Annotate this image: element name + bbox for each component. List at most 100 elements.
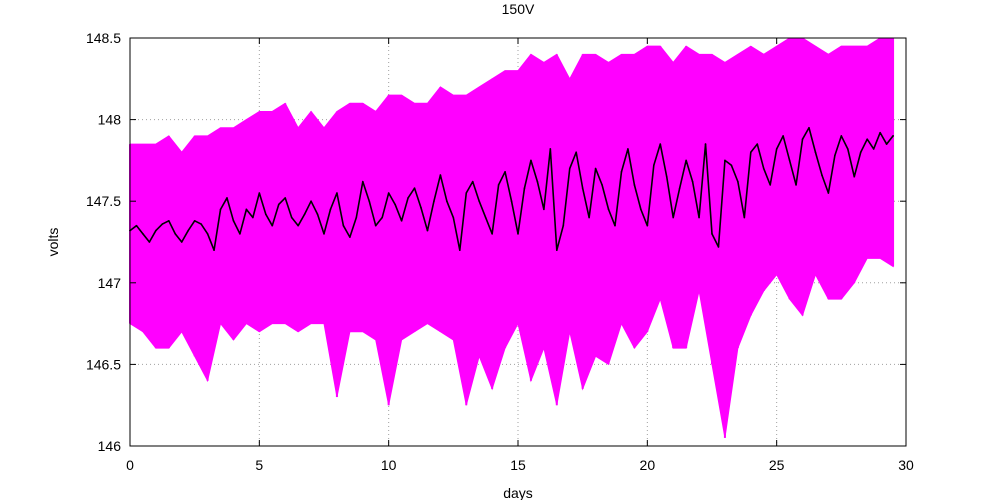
voltage-average-point <box>323 233 325 235</box>
voltage-average-point <box>484 216 487 219</box>
voltage-average-point <box>336 192 338 194</box>
voltage-average-point <box>148 241 151 243</box>
voltage-average-point <box>653 164 655 167</box>
voltage-average-point <box>659 143 662 145</box>
voltage-average-point <box>200 223 202 225</box>
y-tick-label: 148.5 <box>86 30 121 46</box>
voltage-average-point <box>342 224 345 227</box>
voltage-average-point <box>245 208 248 211</box>
voltage-average-point <box>226 197 228 199</box>
x-tick-label: 25 <box>769 457 785 473</box>
voltage-average-point <box>400 219 403 222</box>
voltage-average-point <box>834 154 836 157</box>
y-tick-label: 146 <box>98 438 122 454</box>
x-tick-label: 20 <box>640 457 656 473</box>
voltage-average-point <box>885 143 888 145</box>
voltage-average-point <box>556 249 558 251</box>
voltage-average-point <box>303 213 306 216</box>
y-axis-label: volts <box>45 228 61 257</box>
voltage-average-point <box>517 233 519 235</box>
chart-title: 150V <box>502 1 535 17</box>
voltage-average-point <box>750 151 752 154</box>
voltage-average-point <box>808 126 810 129</box>
voltage-average-point <box>769 184 771 186</box>
y-tick-label: 148 <box>98 112 122 128</box>
voltage-average-point <box>471 180 474 183</box>
voltage-average-point <box>717 246 720 248</box>
voltage-average-point <box>459 249 461 251</box>
voltage-average-point <box>394 203 396 206</box>
x-axis-label: days <box>503 485 533 500</box>
voltage-average-point <box>594 167 597 170</box>
x-tick-label: 5 <box>255 457 263 473</box>
voltage-average-point <box>368 200 371 202</box>
voltage-average-point <box>536 180 539 183</box>
voltage-average-point <box>187 229 189 232</box>
tick-layer <box>129 37 907 447</box>
voltage-average-point <box>814 151 817 154</box>
voltage-average-point <box>407 197 409 199</box>
voltage-average-point <box>665 175 668 178</box>
y-tick-label: 147 <box>98 275 122 291</box>
series-layer <box>129 37 895 438</box>
voltage-average-point <box>310 200 312 202</box>
voltage-average-point <box>355 216 358 219</box>
voltage-average-point <box>782 135 784 137</box>
voltage-average-point <box>691 180 694 183</box>
voltage-average-point <box>698 216 700 219</box>
voltage-average-point <box>588 216 590 219</box>
voltage-average-point <box>290 216 293 219</box>
voltage-average-point <box>530 159 532 162</box>
voltage-average-point <box>277 203 280 206</box>
voltage-average-point <box>174 233 177 235</box>
voltage-average-point <box>581 187 584 189</box>
x-tick-label: 10 <box>381 457 397 473</box>
y-tick-label: 147.5 <box>86 193 121 209</box>
voltage-average-point <box>219 208 222 211</box>
voltage-average-point <box>420 206 422 209</box>
voltage-average-point <box>478 200 481 202</box>
voltage-average-point <box>142 233 144 235</box>
x-tick-label: 15 <box>510 457 526 473</box>
voltage-average-point <box>239 233 241 235</box>
voltage-average-point <box>258 192 261 194</box>
voltage-average-point <box>284 197 287 199</box>
voltage-average-point <box>672 216 674 219</box>
voltage-average-point <box>297 224 299 227</box>
voltage-average-point <box>801 138 804 140</box>
voltage-average-point <box>349 236 351 238</box>
voltage-average-point <box>155 229 157 232</box>
voltage-average-point <box>788 159 791 162</box>
voltage-average-point <box>601 184 603 186</box>
voltage-average-point <box>362 180 364 183</box>
voltage-average-point <box>627 148 629 150</box>
voltage-average-point <box>743 216 746 219</box>
voltage-average-point <box>704 143 707 145</box>
voltage-average-point <box>575 151 577 154</box>
voltage-average-point <box>795 184 797 186</box>
voltage-average-point <box>543 208 545 211</box>
voltage-average-point <box>381 216 384 219</box>
voltage-average-point <box>433 200 435 202</box>
voltage-average-point <box>446 200 448 202</box>
label-layer: 0 5 10 15 20 25 30 146 146.5 147 147.5 148 148.5 <box>86 30 914 473</box>
voltage-average-point <box>439 174 442 176</box>
x-tick-label: 0 <box>126 457 134 473</box>
voltage-average-point <box>549 148 552 150</box>
voltage-average-point <box>711 233 713 235</box>
voltage-average-point <box>374 224 377 227</box>
voltage-average-point <box>737 180 739 183</box>
voltage-average-point <box>879 131 881 134</box>
voltage-average-point <box>168 219 170 222</box>
voltage-average-point <box>762 167 765 170</box>
x-tick-label: 30 <box>898 457 914 473</box>
voltage-average-point <box>633 184 636 186</box>
voltage-average-point <box>180 241 183 243</box>
voltage-average-point <box>646 224 649 227</box>
voltage-average-point <box>840 135 843 137</box>
voltage-average-point <box>206 233 209 235</box>
voltage-average-point <box>387 192 390 194</box>
voltage-average-point <box>504 171 506 173</box>
